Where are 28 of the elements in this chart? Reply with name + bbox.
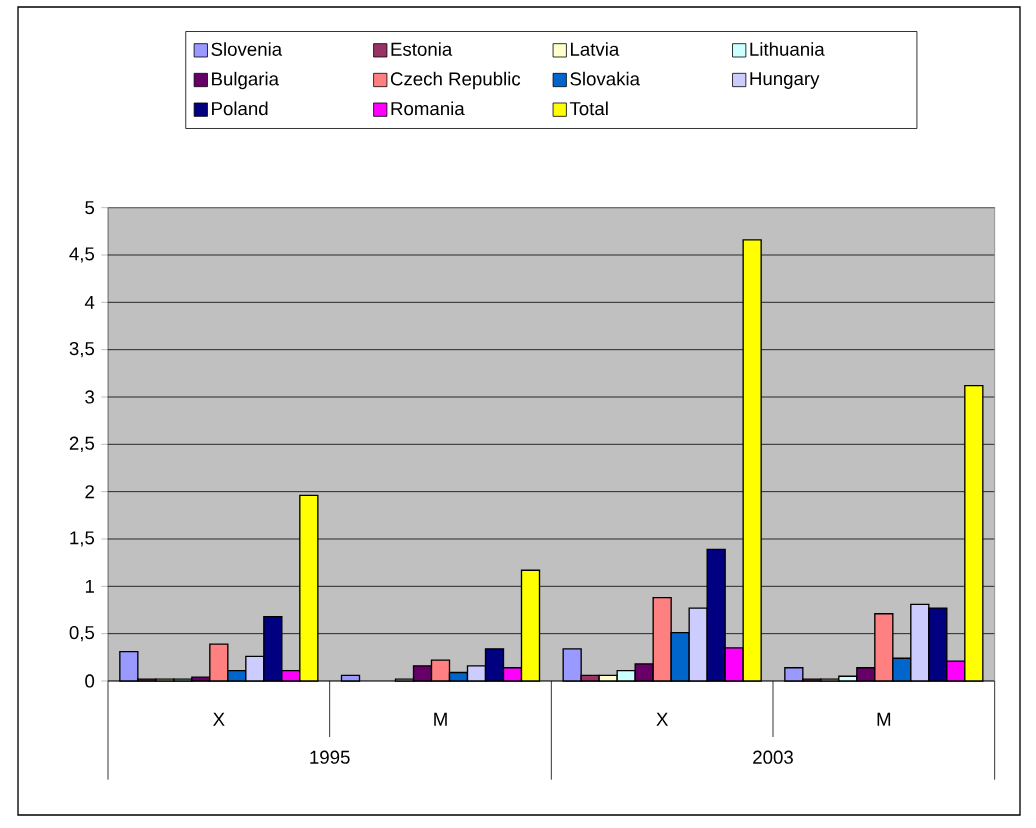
legend-label: Romania <box>391 101 465 116</box>
y-tick-label: 5 <box>85 201 95 215</box>
legend-label: Bulgaria <box>212 71 280 90</box>
y-tick-label: 3 <box>85 390 95 404</box>
text: 1995 <box>310 750 350 764</box>
y-tick-label: 3,5 <box>69 341 95 358</box>
legend-label: Poland <box>212 101 268 116</box>
y-tick-label: 1 <box>85 579 94 593</box>
y-tick-label: 0,5 <box>69 625 95 642</box>
legend-label: Estonia <box>391 42 453 56</box>
y-tick-label: 4 <box>84 295 95 309</box>
legend-label: Slovakia <box>570 71 641 86</box>
x-tick-label: M <box>434 712 447 726</box>
y-tick-label: 1,5 <box>70 531 95 547</box>
legend-label: Czech Republic <box>390 71 521 90</box>
text: 2003 <box>753 750 793 764</box>
y-tick-label: 4,5 <box>69 247 95 263</box>
x-tick-label: X <box>656 712 669 726</box>
legend-label: Total <box>569 101 608 116</box>
x-tick-label: X <box>213 712 225 726</box>
x-tick-label: M <box>877 712 891 726</box>
y-tick-label: 0 <box>85 674 95 688</box>
legend-label: Hungary <box>750 72 820 89</box>
y-tick-label: 2,5 <box>69 436 95 453</box>
legend-label: Lithuania <box>750 42 825 56</box>
y-tick-label: 2 <box>85 485 94 499</box>
legend-label: Slovenia <box>211 42 283 56</box>
legend-label: Latvia <box>570 42 620 56</box>
